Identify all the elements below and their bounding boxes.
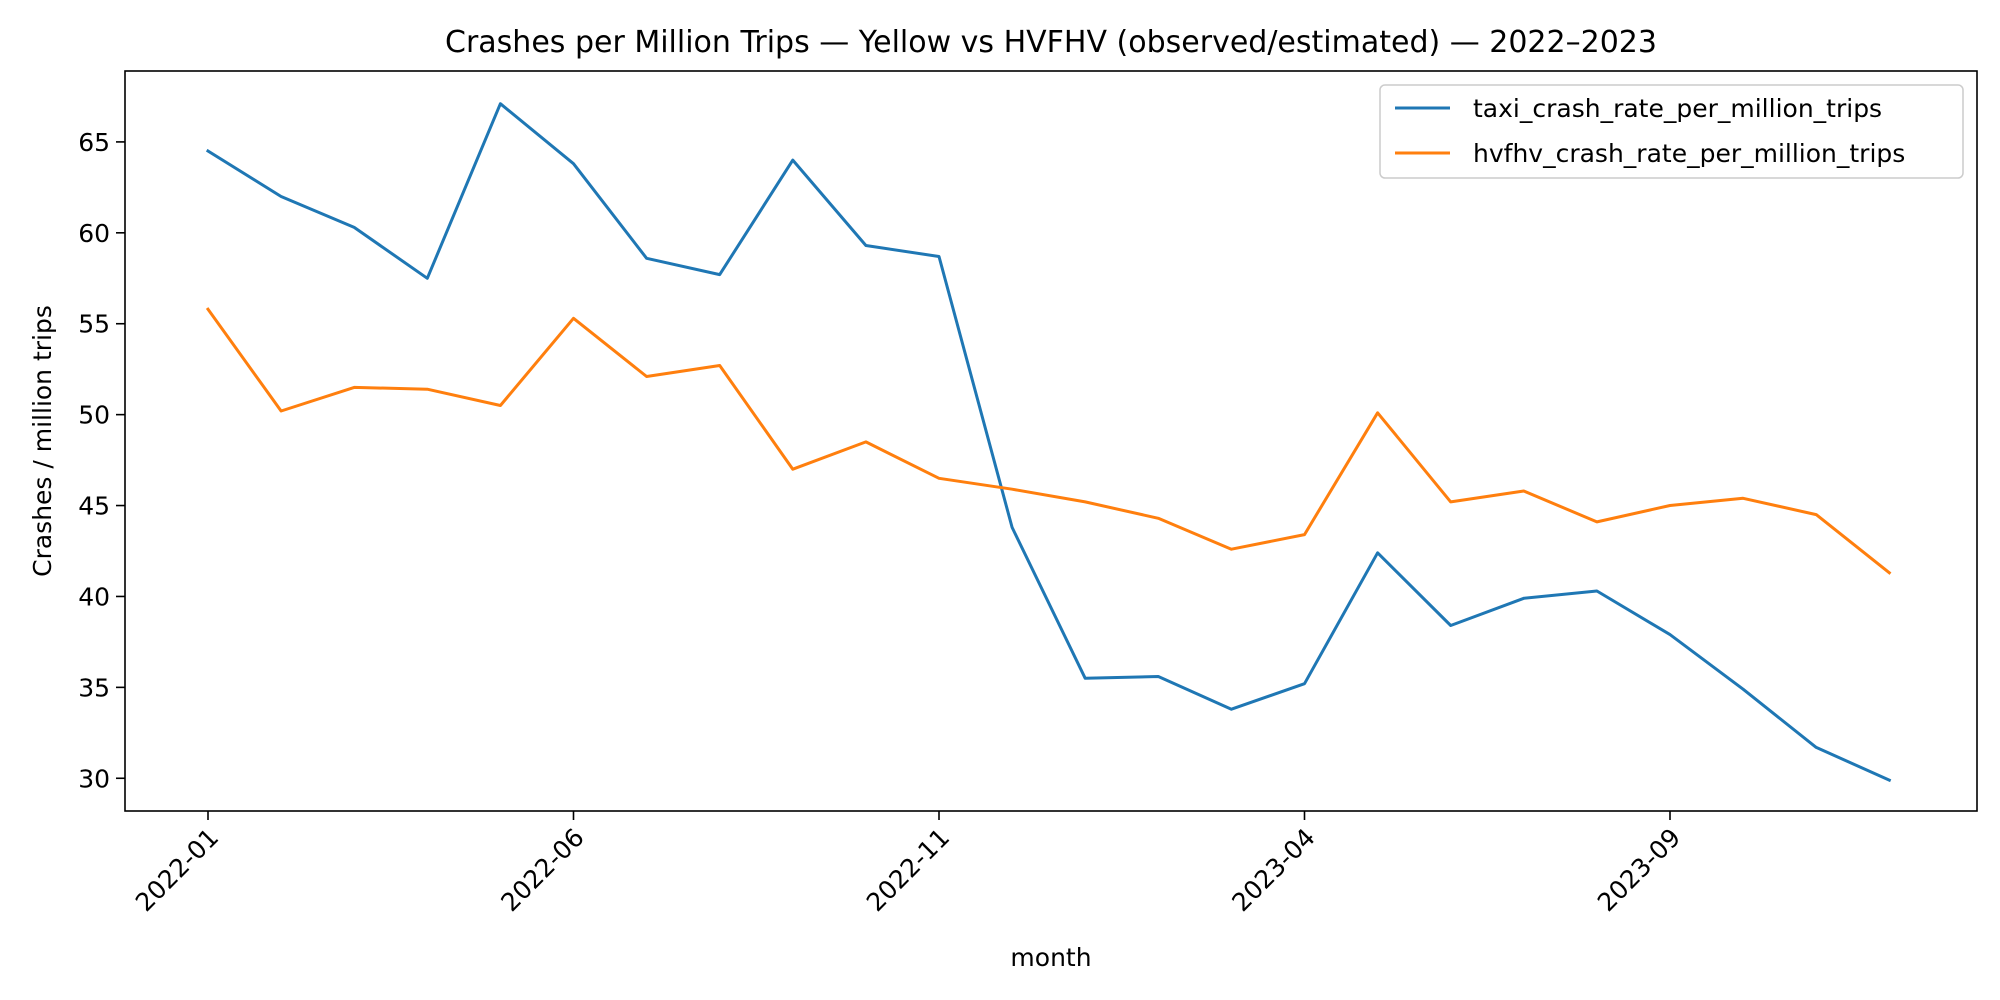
legend-label: taxi_crash_rate_per_million_trips — [1473, 94, 1882, 123]
series-line-taxi — [205, 102, 1892, 783]
legend-box — [1379, 84, 1964, 179]
x-axis-label: month — [1010, 943, 1091, 972]
legend-label: hvfhv_crash_rate_per_million_trips — [1473, 139, 1905, 168]
y-tick-label: 60 — [78, 219, 110, 248]
y-tick-label: 65 — [78, 128, 110, 157]
plot-area — [205, 102, 1892, 783]
y-axis-label: Crashes / million trips — [28, 305, 57, 577]
chart-title: Crashes per Million Trips — Yellow vs HV… — [445, 25, 1657, 60]
series-line-hvfhv — [205, 307, 1892, 575]
y-tick-label: 45 — [78, 492, 110, 521]
y-tick-label: 35 — [78, 673, 110, 702]
plot-frame — [124, 70, 1978, 812]
y-tick-label: 50 — [78, 401, 110, 430]
y-tick-label: 40 — [78, 582, 110, 611]
legend: taxi_crash_rate_per_million_trips hvfhv_c… — [1379, 84, 1964, 179]
y-tick-label: 55 — [78, 310, 110, 339]
y-tick-label: 30 — [78, 764, 110, 793]
